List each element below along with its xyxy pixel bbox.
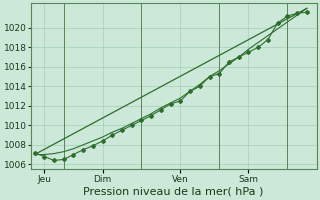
X-axis label: Pression niveau de la mer( hPa ): Pression niveau de la mer( hPa ) [84,187,264,197]
